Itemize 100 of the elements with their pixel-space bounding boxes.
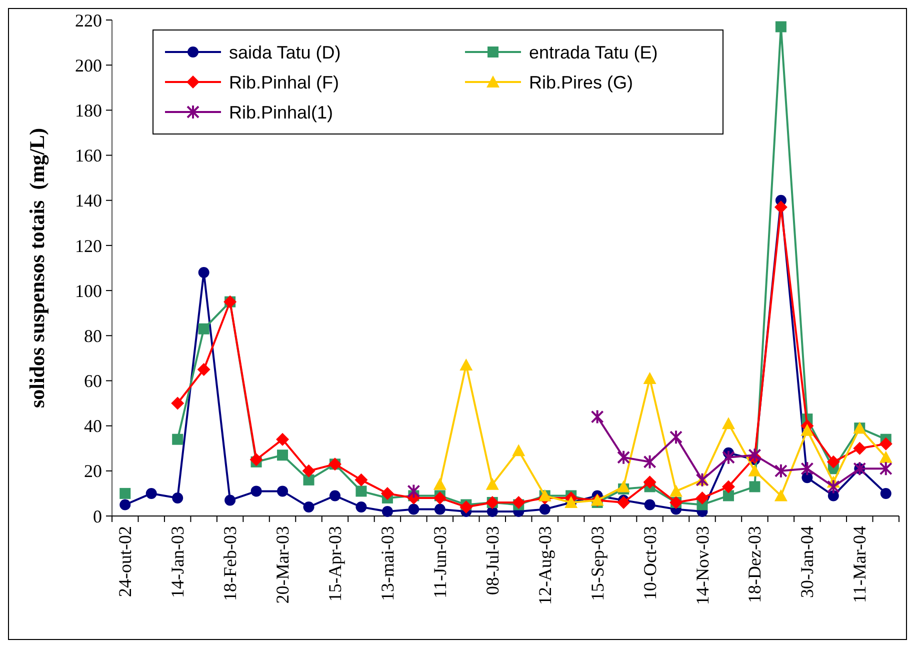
point (722, 417, 735, 430)
point (826, 479, 840, 494)
point (879, 461, 892, 476)
x-tick-label: 08-Jul-03 (482, 526, 502, 595)
x-tick-label: 14-Jan-03 (168, 526, 188, 598)
legend-label: entrada Tatu (E) (529, 42, 658, 62)
y-tick-label: 200 (75, 55, 102, 76)
y-tick-label: 60 (84, 371, 102, 392)
point (800, 424, 814, 436)
point (197, 362, 210, 376)
point (722, 450, 735, 465)
x-tick-label: 10-Oct-03 (640, 526, 660, 600)
x-tick-label: 13-mai-03 (377, 526, 398, 601)
point (617, 480, 630, 492)
x-tick-label: 18-Feb-03 (220, 526, 240, 601)
point (250, 453, 263, 466)
point (670, 484, 683, 497)
point (643, 476, 656, 489)
point (539, 504, 550, 515)
point (277, 450, 288, 461)
point (853, 442, 866, 455)
point (696, 491, 709, 504)
point (276, 432, 290, 446)
point (643, 372, 656, 384)
y-tick-label: 140 (75, 190, 102, 211)
x-tick-label: 20-Mar-03 (272, 526, 293, 604)
point (644, 499, 656, 510)
y-tick-label: 20 (84, 461, 102, 482)
point (302, 464, 316, 478)
y-tick-label: 220 (75, 10, 102, 30)
x-tick-label: 12-Aug-03 (534, 526, 555, 605)
point (407, 484, 420, 499)
point (356, 501, 367, 512)
point (433, 491, 446, 504)
point (277, 486, 288, 497)
point (382, 506, 393, 517)
y-tick-label: 160 (75, 146, 102, 166)
point (828, 490, 839, 502)
point (171, 396, 184, 410)
point (198, 323, 210, 334)
x-tick-label: 11-Mar-04 (850, 526, 870, 603)
point (774, 200, 788, 214)
point (512, 444, 526, 456)
point (826, 455, 840, 468)
x-tick-label: 30-Jan-04 (797, 526, 818, 598)
point (172, 492, 184, 504)
point (617, 496, 630, 509)
point (775, 21, 786, 32)
point (460, 500, 473, 514)
y-tick-label: 40 (84, 416, 102, 436)
point (617, 450, 630, 465)
point (433, 478, 446, 490)
point (329, 490, 340, 502)
point (120, 499, 131, 510)
point (146, 488, 157, 499)
point (303, 474, 314, 486)
point (486, 478, 499, 490)
y-tick-label: 120 (75, 236, 102, 256)
y-tick-label: 100 (75, 280, 102, 301)
x-tick-label: 14-Nov-03 (692, 526, 712, 605)
y-tick-label: 0 (93, 506, 102, 526)
point (120, 488, 131, 499)
point (802, 472, 813, 484)
legend-label: saida Tatu (D) (229, 42, 341, 62)
point (512, 496, 526, 509)
legend-label: Rib.Pinhal(1) (229, 102, 334, 122)
point (749, 481, 760, 492)
x-tick-label: 18-Dez-03 (744, 526, 765, 603)
x-tick-label: 11-Jun-03 (430, 526, 450, 598)
point (879, 450, 892, 463)
y-tick-label: 180 (75, 100, 102, 120)
point (356, 486, 367, 497)
point (722, 490, 734, 502)
point (354, 473, 368, 486)
point (643, 454, 656, 470)
point (224, 494, 236, 506)
point (748, 464, 762, 476)
point (303, 501, 314, 512)
y-axis-title: solidos suspensos totais (mg/L) (25, 128, 49, 408)
point (879, 437, 892, 450)
point (748, 448, 762, 463)
legend-label: Rib.Pires (G) (529, 72, 634, 92)
point (250, 486, 262, 497)
point (774, 489, 788, 502)
point (198, 267, 210, 278)
point (670, 430, 683, 445)
point (590, 409, 604, 424)
legend-label: Rib.Pinhal (F) (229, 72, 340, 92)
y-tick-label: 80 (84, 326, 102, 346)
x-tick-label: 24-out-02 (115, 526, 136, 597)
point (460, 358, 473, 370)
point (380, 486, 394, 500)
x-tick-label: 15-Apr-03 (324, 526, 345, 602)
point (172, 434, 184, 445)
point (774, 463, 788, 478)
point (434, 504, 446, 515)
point (800, 461, 814, 476)
x-tick-label: 15-Sep-03 (587, 526, 608, 601)
point (408, 504, 420, 515)
point (722, 480, 735, 494)
